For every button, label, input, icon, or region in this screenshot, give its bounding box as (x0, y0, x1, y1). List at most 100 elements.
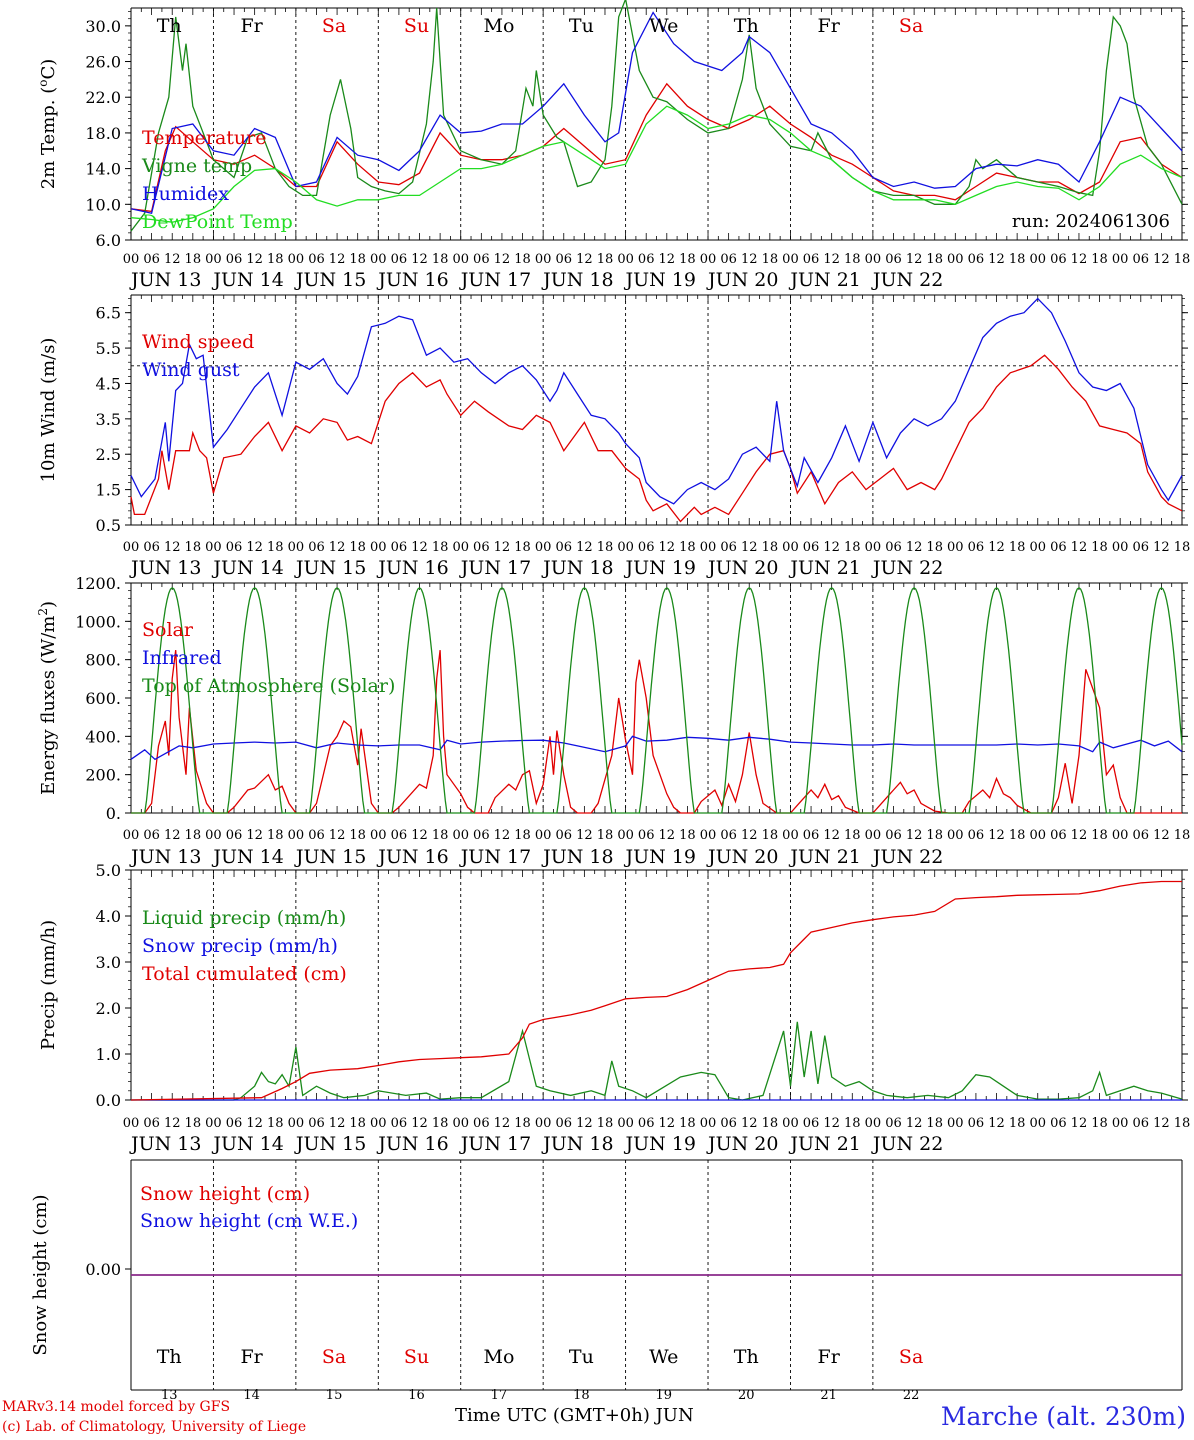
hour-tick-label: 18 (1091, 828, 1108, 843)
hour-tick-label: 06 (308, 1116, 325, 1131)
hour-tick-label: 00 (205, 1116, 222, 1131)
hour-tick-label: 00 (288, 828, 305, 843)
weekday-label: Fr (818, 1346, 841, 1368)
date-label: JUN 14 (211, 269, 283, 291)
hour-tick-label: 12 (1071, 828, 1088, 843)
legend-dewpoint-temp: DewPoint Temp (142, 211, 293, 233)
day-number-label: 15 (326, 1388, 343, 1403)
date-label: JUN 16 (376, 269, 448, 291)
date-label: JUN 21 (788, 1133, 860, 1155)
y-axis-title: Snow height (cm) (30, 1194, 51, 1355)
day-number-label: 19 (656, 1388, 673, 1403)
hour-tick-label: 12 (1153, 828, 1170, 843)
hour-tick-label: 18 (185, 540, 202, 555)
weekday-label: Fr (241, 15, 264, 37)
hour-tick-label: 18 (432, 252, 449, 267)
hour-tick-label: 00 (1112, 252, 1129, 267)
series-line-vigne-temp (130, 0, 1183, 232)
y-tick-label: 1200. (75, 574, 121, 593)
weekday-label: Mo (483, 1346, 514, 1368)
series-line-temperature (130, 82, 1183, 213)
hour-tick-label: 00 (947, 252, 964, 267)
hour-tick-label: 06 (968, 828, 985, 843)
y-tick-label: 3.5 (96, 410, 121, 429)
y-tick-label: 30.0 (85, 17, 121, 36)
date-label: JUN 17 (459, 557, 531, 579)
weekday-label: We (649, 1346, 678, 1368)
hour-tick-label: 12 (411, 540, 428, 555)
hour-tick-label: 12 (246, 1116, 263, 1131)
hour-tick-label: 06 (308, 828, 325, 843)
hour-tick-label: 00 (535, 540, 552, 555)
hour-tick-label: 00 (370, 828, 387, 843)
hour-tick-label: 18 (1174, 252, 1191, 267)
day-number-label: 13 (161, 1388, 178, 1403)
legend-infrared: Infrared (142, 647, 222, 669)
hour-tick-label: 06 (226, 828, 243, 843)
panel-3: 0. 200. 400. 600. 800. 1000. 1200. Energy fluxe… (36, 574, 1190, 868)
y-tick-label: 5.0 (96, 861, 121, 880)
date-label: JUN 19 (624, 557, 696, 579)
weekday-label: Th (734, 15, 759, 37)
hour-tick-label: 18 (762, 540, 779, 555)
hour-tick-label: 12 (329, 252, 346, 267)
hour-tick-label: 06 (968, 1116, 985, 1131)
hour-tick-label: 18 (762, 1116, 779, 1131)
series-line-humidex (130, 11, 1183, 214)
weekday-label: Mo (483, 15, 514, 37)
date-label: JUN 15 (294, 846, 366, 868)
hour-tick-label: 18 (1091, 252, 1108, 267)
hour-tick-label: 18 (597, 540, 614, 555)
hour-tick-label: 12 (906, 1116, 923, 1131)
panel-1: 6.0 10.0 14.0 18.0 22.0 26.0 30.0 2m Temp. (oC)… (36, 0, 1190, 291)
hour-tick-label: 00 (205, 828, 222, 843)
hour-tick-label: 18 (432, 828, 449, 843)
hour-tick-label: 12 (1153, 1116, 1170, 1131)
hour-tick-label: 00 (700, 252, 717, 267)
hour-tick-label: 18 (1091, 1116, 1108, 1131)
station-name: Marche (alt. 230m) (940, 1402, 1186, 1431)
hour-tick-label: 06 (1050, 540, 1067, 555)
y-tick-label: 26.0 (85, 53, 121, 72)
hour-tick-label: 00 (452, 828, 469, 843)
legend-liquid-precip-mm-h: Liquid precip (mm/h) (142, 907, 346, 929)
hour-tick-label: 12 (494, 252, 511, 267)
hour-tick-label: 00 (782, 828, 799, 843)
hour-tick-label: 12 (659, 828, 676, 843)
y-tick-label: 0.5 (96, 516, 121, 535)
hour-tick-label: 06 (555, 828, 572, 843)
hour-tick-label: 00 (370, 1116, 387, 1131)
hour-tick-label: 06 (473, 828, 490, 843)
hour-tick-label: 06 (143, 252, 160, 267)
hour-tick-label: 18 (679, 828, 696, 843)
hour-tick-label: 18 (514, 1116, 531, 1131)
hour-tick-label: 00 (1112, 540, 1129, 555)
hour-tick-label: 12 (329, 540, 346, 555)
hour-tick-label: 06 (1050, 828, 1067, 843)
legend-top-of-atmosphere-solar: Top of Atmosphere (Solar) (142, 675, 395, 697)
date-label: JUN 21 (788, 846, 860, 868)
hour-tick-label: 12 (164, 252, 181, 267)
series-line-dewpoint-temp (130, 105, 1183, 223)
weekday-label: Sa (899, 15, 923, 37)
date-label: JUN 17 (459, 269, 531, 291)
y-tick-label: 200. (85, 766, 121, 785)
hour-tick-label: 06 (720, 828, 737, 843)
hour-tick-label: 06 (803, 1116, 820, 1131)
series-line-top-of-atmosphere-solar (131, 586, 1183, 814)
date-label: JUN 19 (624, 846, 696, 868)
legend-solar: Solar (142, 619, 194, 641)
hour-tick-label: 18 (349, 1116, 366, 1131)
hour-tick-label: 00 (205, 252, 222, 267)
y-axis-title: Energy fluxes (W/m2) (36, 601, 59, 795)
weekday-label: We (649, 15, 678, 37)
hour-tick-label: 06 (143, 828, 160, 843)
hour-tick-label: 18 (926, 828, 943, 843)
y-tick-label: 14.0 (85, 160, 121, 179)
hour-tick-label: 00 (700, 828, 717, 843)
hour-tick-label: 06 (885, 1116, 902, 1131)
hour-tick-label: 18 (762, 828, 779, 843)
day-number-label: 22 (903, 1388, 920, 1403)
hour-tick-label: 00 (1029, 828, 1046, 843)
weekday-label: Fr (818, 15, 841, 37)
